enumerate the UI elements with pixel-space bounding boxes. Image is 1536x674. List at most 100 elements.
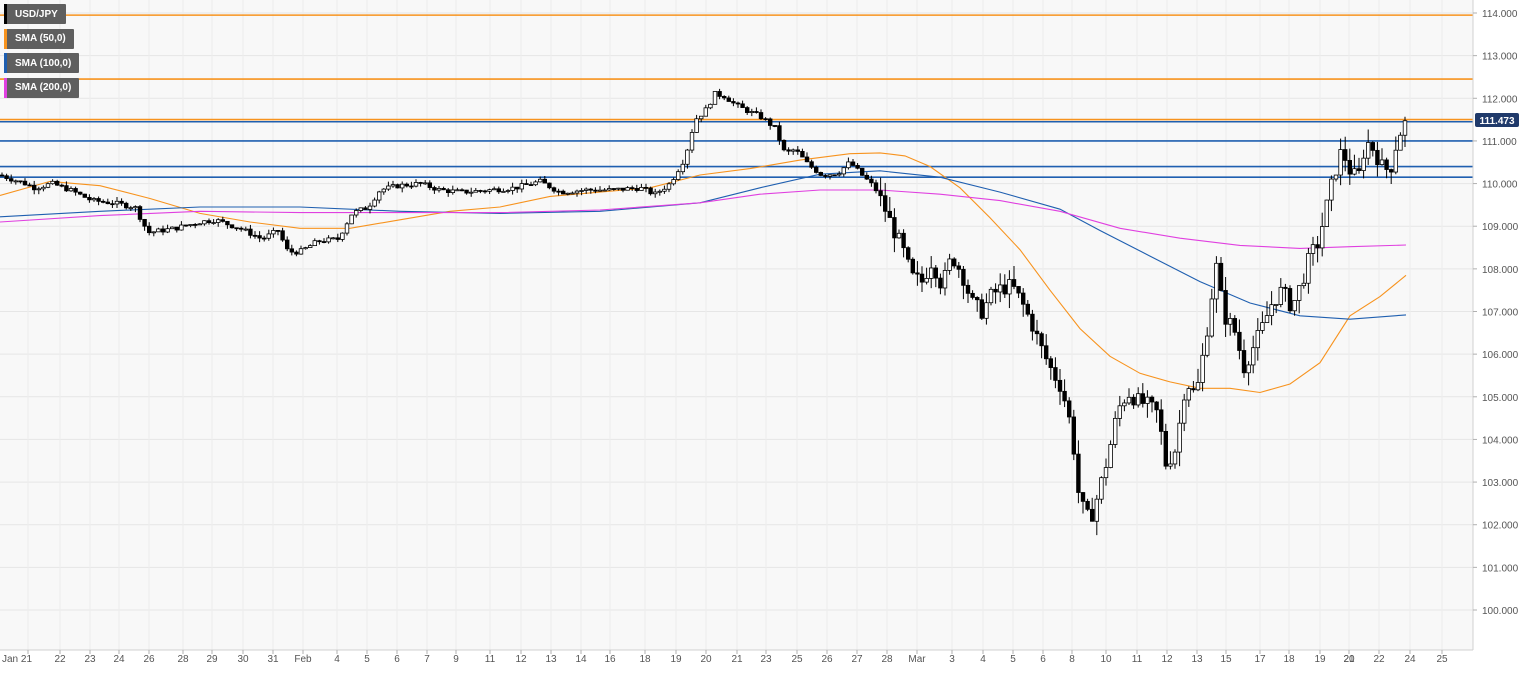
candle-body — [722, 96, 727, 99]
y-tick-label: 100.000 — [1482, 606, 1519, 617]
candle-body — [501, 190, 506, 193]
candle-body — [625, 187, 630, 191]
candle-body — [1278, 286, 1283, 305]
candle-body — [745, 107, 750, 113]
candle-body — [496, 188, 501, 193]
legend-swatch-sma-100 — [4, 53, 7, 73]
candle-body — [565, 192, 570, 195]
candle-body — [804, 156, 810, 163]
candle-body — [1214, 262, 1219, 300]
sma-lines — [0, 152, 1407, 394]
grid — [0, 0, 1473, 650]
candle-body — [386, 185, 391, 190]
x-tick-label: 5 — [1010, 654, 1016, 665]
legend-item-sma-50[interactable]: SMA (50,0) — [4, 28, 74, 49]
candle-body — [372, 199, 377, 207]
candle-body — [1260, 322, 1265, 331]
candle-body — [1356, 168, 1362, 171]
candle-body — [1140, 393, 1145, 404]
candle-body — [814, 166, 819, 173]
candle-body — [1117, 405, 1122, 419]
candle-body — [1264, 315, 1270, 323]
candle-body — [1195, 382, 1201, 391]
candle-body — [717, 91, 722, 97]
candle-body — [399, 183, 405, 189]
x-tick-label: 30 — [237, 654, 249, 665]
price-badge: 111.473 — [1475, 113, 1519, 127]
candle-body — [1366, 142, 1371, 159]
candle-body — [869, 178, 874, 184]
x-tick-label: 12 — [1161, 654, 1173, 665]
candle-body — [818, 172, 823, 176]
candle-body — [22, 180, 28, 186]
candle-body — [579, 190, 584, 192]
candle-body — [491, 188, 497, 191]
candle-body — [192, 224, 198, 226]
candle-body — [50, 180, 55, 185]
x-tick-label: 14 — [575, 654, 587, 665]
candle-body — [988, 288, 994, 304]
candle-body — [887, 210, 892, 218]
candle-body — [211, 222, 216, 224]
candle-body — [901, 232, 906, 249]
x-tick-label: 9 — [453, 654, 459, 665]
candle-body — [1191, 388, 1196, 391]
candle-body — [979, 299, 984, 319]
x-tick-label: Jan 21 — [2, 654, 32, 665]
candle-body — [390, 184, 396, 187]
candle-body — [1057, 379, 1063, 392]
candle-body — [993, 288, 998, 293]
x-axis: Jan 21 22 23 24 26 28 29 30 31 Feb 4 5 6 7 9 11 12 13 14 16… — [0, 649, 1473, 665]
candle-body — [275, 230, 281, 232]
candle-body — [588, 188, 593, 191]
candle-body — [786, 149, 791, 152]
candle-body — [703, 107, 708, 117]
candle-body — [772, 125, 777, 127]
candle-body — [689, 132, 695, 151]
candle-body — [1402, 120, 1408, 136]
candle-body — [1053, 367, 1058, 381]
candle-body — [1131, 396, 1136, 406]
x-tick-label: 24 — [1404, 654, 1416, 665]
y-tick-label: 110.000 — [1482, 180, 1518, 191]
candle-body — [487, 189, 492, 192]
candle-body — [896, 232, 902, 239]
candle-body — [1154, 401, 1159, 411]
y-tick-label: 112.000 — [1482, 94, 1518, 105]
legend-label-sma-200: SMA (200,0) — [15, 82, 72, 93]
x-tick-label: 22 — [54, 654, 66, 665]
x-tick-label: Feb — [294, 654, 312, 665]
candle-body — [561, 190, 566, 195]
candle-body — [910, 258, 915, 274]
candle-body — [183, 224, 189, 227]
candle-body — [735, 102, 741, 105]
candle-body — [482, 190, 488, 193]
candle-body — [1113, 417, 1118, 445]
candle-body — [1246, 364, 1251, 374]
candle-body — [1389, 169, 1394, 173]
candle-body — [781, 139, 787, 151]
x-tick-label: 28 — [881, 654, 893, 665]
legend-item-usdjpy[interactable]: USD/JPY — [4, 4, 66, 24]
candle-body — [367, 205, 373, 210]
x-tick-label: 23 — [84, 654, 96, 665]
candle-body — [924, 277, 929, 283]
candle-body — [933, 267, 938, 279]
x-tick-label: 13 — [545, 654, 557, 665]
candle-body — [160, 228, 166, 233]
legend-item-sma-100[interactable]: SMA (100,0) — [4, 53, 80, 73]
candle-body — [1237, 331, 1242, 351]
sma-line — [0, 189, 1407, 249]
candle-body — [1375, 149, 1380, 166]
legend-item-sma-200[interactable]: SMA (200,0) — [4, 77, 80, 98]
candle-body — [740, 103, 745, 108]
candle-body — [1306, 253, 1311, 284]
x-tick-label: 11 — [485, 654, 496, 665]
y-tick-label: 101.000 — [1482, 563, 1519, 574]
x-tick-label: 21 — [731, 654, 743, 665]
candle-body — [1232, 318, 1237, 333]
candle-body — [1108, 444, 1113, 468]
candle-body — [330, 237, 336, 240]
